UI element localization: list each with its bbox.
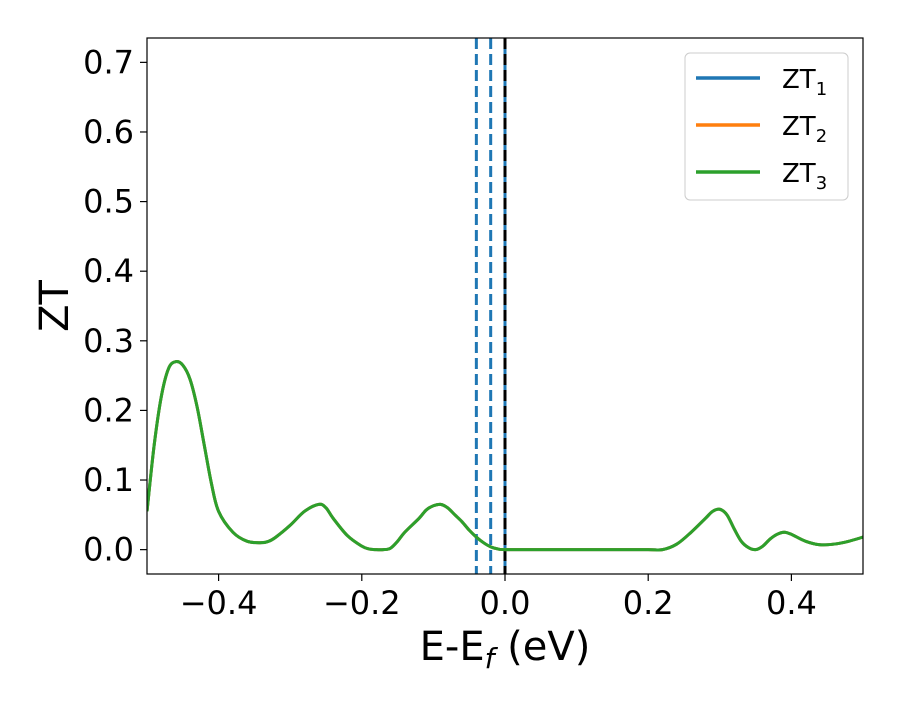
y-tick-label: 0.2 <box>83 391 134 429</box>
vertical-lines <box>474 38 507 574</box>
series-line-zt3 <box>147 360 863 552</box>
x-tick-label: 0.0 <box>480 584 531 622</box>
legend-items: ZT1 ZT2 ZT3 <box>696 65 827 194</box>
y-tick-label: 0.5 <box>83 183 134 221</box>
legend-label: ZT3 <box>782 159 827 194</box>
y-tick-label: 0.4 <box>83 252 134 290</box>
x-axis-label-main: E-E <box>420 624 485 670</box>
x-axis-label-unit: (eV) <box>494 624 590 670</box>
y-tick-label: 0.0 <box>83 531 134 569</box>
x-tick-label: −0.4 <box>180 584 258 622</box>
x-axis-ticks: −0.4 −0.2 0.0 0.2 0.4 <box>180 574 817 622</box>
series-layer <box>147 360 863 552</box>
y-tick-label: 0.3 <box>83 322 134 360</box>
x-tick-label: 0.2 <box>623 584 674 622</box>
x-tick-label: −0.2 <box>323 584 401 622</box>
legend-label: ZT1 <box>782 65 827 100</box>
legend-label: ZT2 <box>782 112 827 147</box>
y-tick-label: 0.1 <box>83 461 134 499</box>
y-axis-ticks: 0.0 0.1 0.2 0.3 0.4 0.5 0.6 0.7 <box>83 43 147 569</box>
y-axis-label: ZT <box>32 280 78 332</box>
y-tick-label: 0.6 <box>83 113 134 151</box>
legend: ZT1 ZT2 ZT3 <box>684 52 849 201</box>
legend-box <box>684 52 849 201</box>
x-axis-label: E-Ef (eV) <box>420 624 591 675</box>
x-tick-label: 0.4 <box>766 584 817 622</box>
y-tick-label: 0.7 <box>83 43 134 81</box>
y-axis-label-text: ZT <box>32 280 78 332</box>
